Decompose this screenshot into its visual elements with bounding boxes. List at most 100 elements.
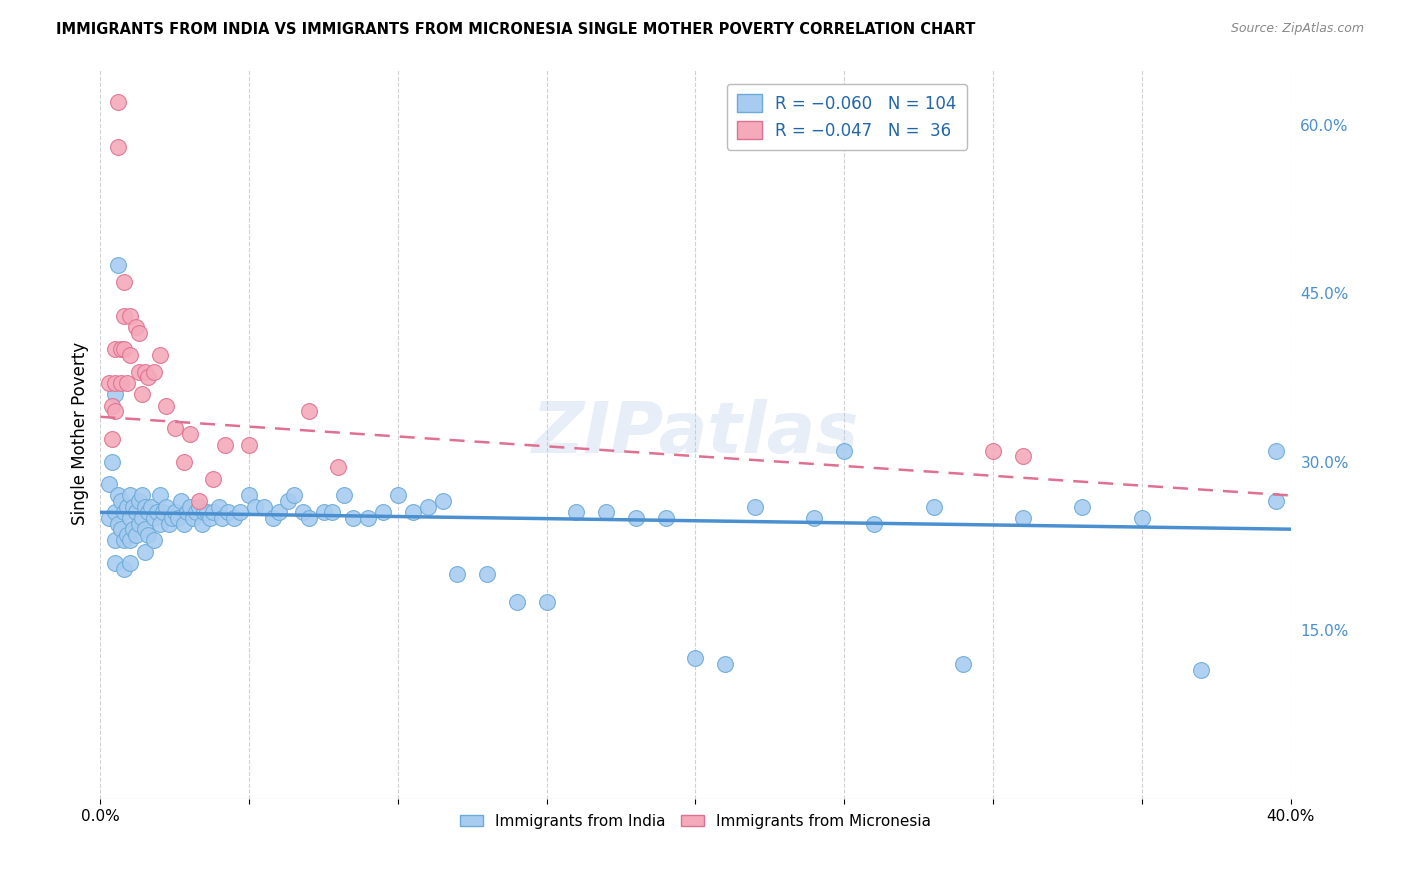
Point (170, 494, 193, 508)
Point (1011, 511, 1033, 525)
Point (277, 494, 299, 508)
Legend: Immigrants from India, Immigrants from Micronesia: Immigrants from India, Immigrants from M… (454, 808, 938, 835)
Point (506, 595, 529, 609)
Point (238, 488, 260, 502)
Point (107, 140, 129, 154)
Point (202, 472, 225, 486)
Point (179, 500, 201, 514)
Point (283, 488, 305, 502)
Point (146, 505, 169, 519)
Point (128, 326, 150, 340)
Point (197, 505, 219, 519)
Point (1189, 663, 1212, 677)
Point (202, 505, 225, 519)
Point (122, 522, 145, 536)
Point (122, 500, 145, 514)
Point (107, 258, 129, 272)
Point (104, 556, 127, 570)
Point (181, 511, 204, 525)
Point (98, 511, 121, 525)
Point (200, 511, 222, 525)
Point (402, 505, 425, 519)
Point (193, 505, 215, 519)
Point (160, 511, 183, 525)
Point (1130, 511, 1153, 525)
Point (120, 511, 142, 525)
Point (243, 500, 266, 514)
Point (107, 95, 129, 110)
Point (166, 511, 188, 525)
Point (744, 500, 766, 514)
Point (112, 561, 135, 575)
Point (128, 365, 150, 379)
Point (152, 505, 174, 519)
Point (342, 511, 364, 525)
Point (333, 488, 356, 502)
Point (131, 488, 153, 502)
Point (211, 511, 233, 525)
Point (432, 494, 454, 508)
Point (595, 505, 617, 519)
Point (115, 376, 138, 391)
Text: Source: ZipAtlas.com: Source: ZipAtlas.com (1230, 22, 1364, 36)
Point (173, 455, 195, 469)
Point (131, 387, 153, 401)
Point (291, 505, 314, 519)
Point (128, 494, 150, 508)
Text: ZIPatlas: ZIPatlas (531, 400, 859, 468)
Point (803, 511, 825, 525)
Point (685, 651, 707, 665)
Point (101, 455, 124, 469)
Point (125, 528, 148, 542)
Point (328, 460, 350, 475)
Point (176, 505, 198, 519)
Point (134, 522, 156, 536)
Point (142, 365, 165, 379)
Point (187, 500, 209, 514)
Point (714, 657, 737, 671)
Point (1264, 494, 1286, 508)
Point (477, 567, 499, 582)
Point (312, 505, 335, 519)
Point (131, 511, 153, 525)
Point (104, 343, 127, 357)
Point (110, 494, 132, 508)
Point (387, 488, 409, 502)
Point (157, 516, 180, 531)
Point (1071, 500, 1094, 514)
Point (101, 432, 124, 446)
Point (142, 511, 165, 525)
Point (238, 438, 260, 452)
Point (298, 511, 321, 525)
Point (832, 443, 855, 458)
Point (371, 505, 394, 519)
Point (190, 516, 212, 531)
Point (187, 494, 209, 508)
Point (139, 500, 162, 514)
Point (104, 387, 127, 401)
Point (1011, 449, 1033, 463)
Point (357, 511, 380, 525)
Point (863, 516, 886, 531)
Point (1264, 443, 1286, 458)
Point (115, 528, 138, 542)
Point (654, 511, 676, 525)
Point (163, 421, 186, 435)
Point (217, 505, 239, 519)
Point (173, 516, 195, 531)
Point (104, 376, 127, 391)
Point (120, 556, 142, 570)
Point (149, 348, 172, 362)
Point (125, 320, 148, 334)
Point (149, 488, 172, 502)
Point (224, 511, 246, 525)
Point (149, 516, 172, 531)
Text: IMMIGRANTS FROM INDIA VS IMMIGRANTS FROM MICRONESIA SINGLE MOTHER POVERTY CORREL: IMMIGRANTS FROM INDIA VS IMMIGRANTS FROM… (56, 22, 976, 37)
Point (115, 500, 138, 514)
Point (112, 275, 135, 289)
Point (142, 533, 165, 548)
Point (208, 500, 231, 514)
Point (229, 505, 252, 519)
Point (112, 309, 135, 323)
Point (110, 343, 132, 357)
